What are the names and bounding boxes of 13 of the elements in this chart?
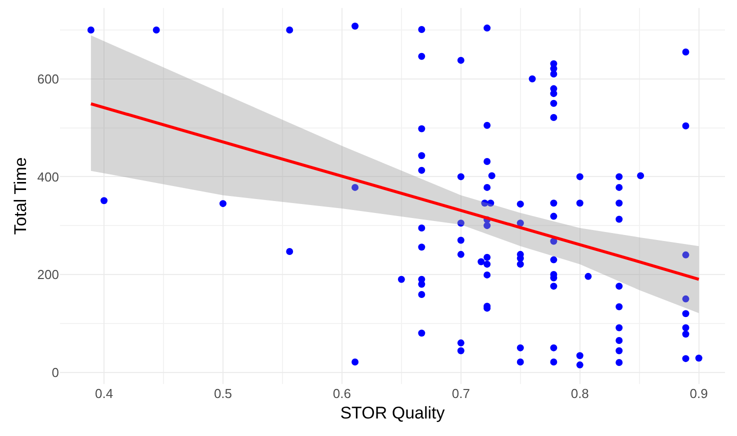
- y-axis-title: Total Time: [10, 157, 30, 235]
- x-axis-title: STOR Quality: [340, 403, 446, 422]
- y-tick-label: 600: [37, 71, 59, 86]
- x-tick-label: 0.9: [690, 386, 708, 401]
- y-tick-label: 200: [37, 267, 59, 282]
- y-tick-label: 400: [37, 169, 59, 184]
- x-tick-label: 0.4: [94, 386, 114, 401]
- line-series: [89, 102, 700, 281]
- y-tick-label: 0: [52, 364, 59, 380]
- x-tick-label: 0.5: [214, 386, 232, 401]
- x-tick-label: 0.6: [332, 386, 351, 401]
- x-tick-label: 0.7: [452, 386, 470, 401]
- x-tick-label: 0.8: [570, 386, 589, 401]
